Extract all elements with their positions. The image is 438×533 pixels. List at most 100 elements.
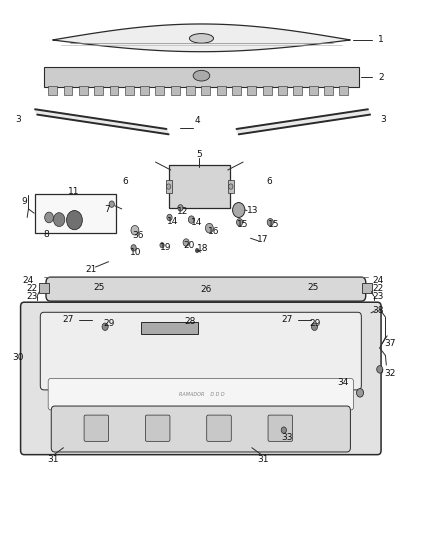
Text: 15: 15 [268,221,279,229]
Text: 2: 2 [378,73,384,82]
Text: 34: 34 [337,378,348,386]
Bar [155,86,164,95]
Text: 38: 38 [372,306,383,314]
Bar [171,86,180,95]
Text: 8: 8 [43,230,49,239]
Bar [94,86,103,95]
Circle shape [45,212,53,223]
Circle shape [183,239,189,246]
Bar [110,86,118,95]
Bar [232,86,241,95]
Text: 15: 15 [237,221,249,229]
Bar [166,180,172,193]
Circle shape [195,248,199,253]
FancyBboxPatch shape [46,277,366,301]
Bar [186,86,195,95]
Bar [309,86,318,95]
Bar [293,86,302,95]
Circle shape [131,245,136,251]
PathPatch shape [53,24,350,52]
Text: 3: 3 [380,115,386,124]
Bar [140,86,149,95]
Circle shape [205,223,213,233]
Text: 27: 27 [281,316,293,324]
Text: 25: 25 [307,284,319,292]
FancyBboxPatch shape [145,415,170,441]
Text: RAMADOR    D D D: RAMADOR D D D [179,392,224,398]
Text: 16: 16 [208,227,219,236]
Bar [79,86,88,95]
FancyBboxPatch shape [51,406,350,452]
FancyBboxPatch shape [40,312,361,390]
Text: 12: 12 [177,207,189,216]
Text: 11: 11 [68,187,79,196]
Text: 10: 10 [130,248,141,256]
Text: 36: 36 [132,231,144,240]
Text: 14: 14 [167,217,179,225]
Circle shape [167,214,172,221]
Circle shape [357,389,364,397]
FancyBboxPatch shape [141,322,198,334]
Text: 22: 22 [372,285,383,293]
Text: 28: 28 [185,317,196,326]
Bar [201,86,210,95]
FancyBboxPatch shape [44,67,359,87]
Circle shape [166,184,171,189]
Circle shape [377,366,383,373]
Text: 17: 17 [257,236,268,244]
Text: 13: 13 [247,206,258,215]
Text: 27: 27 [62,316,74,324]
Bar [324,86,333,95]
Text: 24: 24 [372,277,383,285]
Circle shape [178,205,183,211]
Circle shape [237,219,243,226]
Text: 31: 31 [257,455,268,464]
Circle shape [109,201,114,207]
Text: 22: 22 [26,285,38,293]
Circle shape [160,243,164,248]
FancyBboxPatch shape [268,415,293,441]
FancyBboxPatch shape [35,194,116,233]
Bar [247,86,256,95]
Text: 23: 23 [372,293,383,301]
Circle shape [311,323,318,330]
Text: 25: 25 [93,284,104,292]
Bar [278,86,287,95]
Text: 18: 18 [197,245,208,253]
Text: 9: 9 [21,197,27,206]
Circle shape [102,323,108,330]
Bar [64,86,72,95]
Circle shape [267,219,273,226]
Text: 6: 6 [122,177,128,185]
Text: 26: 26 [200,285,212,294]
Circle shape [131,225,139,235]
Text: 29: 29 [310,319,321,328]
Bar [217,86,226,95]
Text: 5: 5 [196,150,202,158]
Circle shape [188,216,194,223]
Text: 37: 37 [384,340,396,348]
Polygon shape [237,109,370,134]
Text: 33: 33 [281,433,293,441]
Text: 4: 4 [194,117,200,125]
Text: 20: 20 [184,241,195,249]
Text: 30: 30 [13,353,24,361]
Text: 6: 6 [266,177,272,185]
FancyBboxPatch shape [48,378,353,410]
Bar [339,86,348,95]
Circle shape [281,427,286,433]
Circle shape [229,184,233,189]
FancyBboxPatch shape [84,415,109,441]
Polygon shape [35,109,169,134]
Circle shape [67,211,82,230]
Bar [228,180,234,193]
Bar [263,86,272,95]
Circle shape [233,203,245,217]
Text: 31: 31 [47,455,58,464]
FancyBboxPatch shape [169,165,230,208]
Text: 7: 7 [104,205,110,214]
Text: 21: 21 [85,265,97,274]
Text: 29: 29 [103,319,114,328]
Text: 24: 24 [23,277,34,285]
Text: 32: 32 [384,369,396,377]
